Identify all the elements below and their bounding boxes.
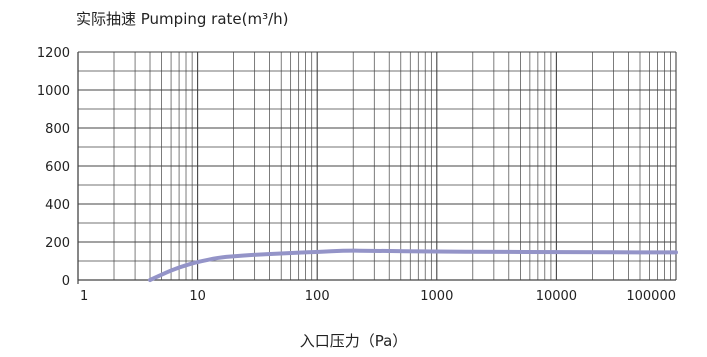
y-tick-label: 800: [45, 122, 70, 137]
x-tick-labels: 1 10 100 1000 10000 100000: [80, 289, 676, 304]
x-axis-label: 入口压力（Pa）: [299, 332, 408, 350]
x-tick-label: 1000: [420, 289, 453, 304]
x-tick-label: 1: [80, 289, 88, 304]
series-group: [148, 248, 678, 282]
chart-title: 实际抽速 Pumping rate(m³/h): [76, 10, 289, 28]
y-tick-label: 200: [45, 236, 70, 251]
x-tick-label: 100: [305, 289, 330, 304]
y-tick-label: 0: [62, 274, 70, 289]
y-tick-label: 1000: [37, 84, 70, 99]
y-tick-label: 400: [45, 198, 70, 213]
x-tick-label: 100000: [626, 289, 676, 304]
y-tick-label: 600: [45, 160, 70, 175]
y-tick-labels: 0 200 400 600 800 1000 1200: [37, 46, 70, 289]
x-tick-label: 10000: [536, 289, 577, 304]
grid: [77, 51, 677, 284]
x-tick-label: 10: [189, 289, 206, 304]
y-tick-label: 1200: [37, 46, 70, 61]
series-line: [148, 248, 678, 282]
